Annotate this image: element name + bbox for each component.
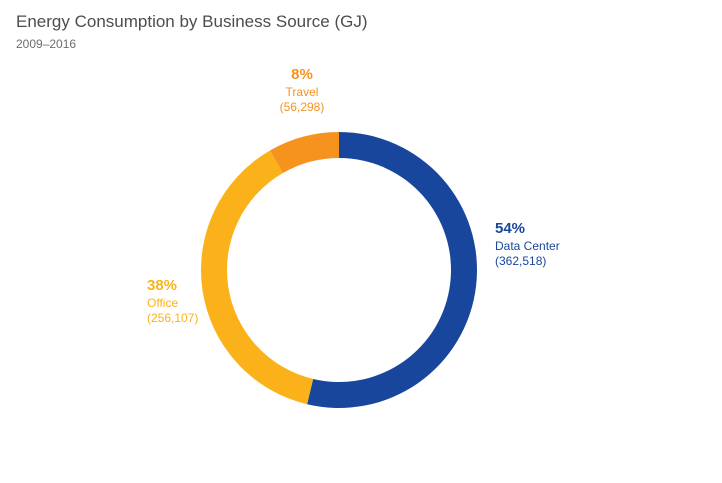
slice-label-travel: 8% Travel (56,298)	[270, 66, 334, 115]
donut-slice-office	[200, 150, 314, 405]
slice-percent-data-center: 54%	[495, 220, 526, 237]
chart-title: Energy Consumption by Business Source (G…	[16, 12, 368, 31]
slice-name-data-center: Data Center	[495, 238, 560, 253]
slice-name-travel: Travel	[285, 84, 319, 99]
slice-value-data-center: (362,518)	[495, 253, 547, 268]
slice-percent-office: 38%	[147, 277, 178, 294]
donut-slice-data-center	[307, 132, 477, 408]
slice-label-data-center: 54% Data Center (362,518)	[495, 220, 560, 269]
slice-name-office: Office	[147, 295, 179, 310]
donut-slice-travel	[269, 132, 339, 174]
chart-subtitle: 2009–2016	[16, 37, 77, 51]
slice-percent-travel: 8%	[291, 66, 313, 83]
slice-label-office: 38% Office (256,107)	[147, 277, 198, 326]
slice-value-travel: (56,298)	[279, 99, 325, 114]
slice-value-office: (256,107)	[147, 310, 199, 325]
